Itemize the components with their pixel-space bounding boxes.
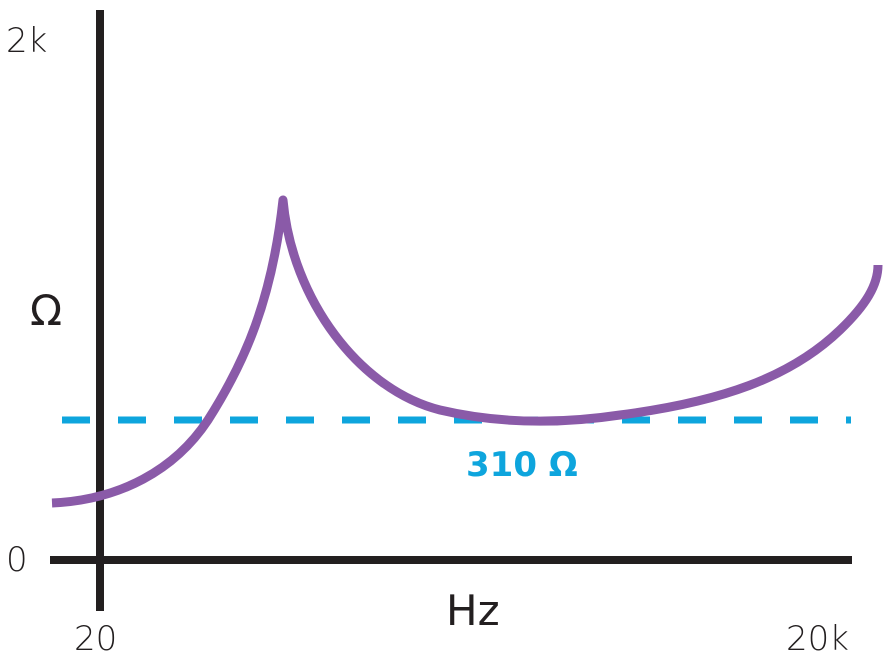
y-axis-title: Ω [30,286,63,335]
x-axis-title: Hz [446,586,500,635]
reference-value-label: 310 Ω [466,445,578,485]
x-tick-left: 20 [74,619,118,659]
x-tick-right: 20k [786,619,849,659]
y-tick-bottom: 0 [6,540,28,580]
impedance-curve [51,195,883,508]
y-tick-top: 2k [6,21,48,61]
